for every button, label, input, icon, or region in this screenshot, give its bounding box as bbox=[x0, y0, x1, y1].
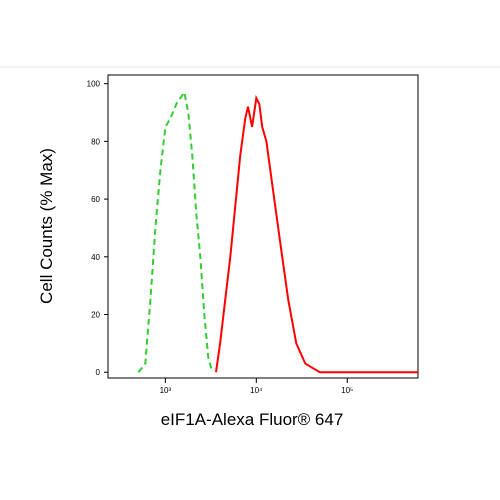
x-axis-title: eIF1A-Alexa Fluor® 647 bbox=[161, 410, 344, 429]
series-line bbox=[215, 94, 418, 374]
y-tick-label: 20 bbox=[91, 311, 100, 320]
x-tick-label: 10⁴ bbox=[250, 386, 263, 395]
plot-frame bbox=[107, 74, 419, 379]
y-axis-title: Cell Counts (% Max) bbox=[37, 148, 56, 304]
y-tick-label: 80 bbox=[91, 137, 100, 146]
series-line bbox=[137, 89, 214, 373]
x-tick-label: 10⁵ bbox=[341, 386, 353, 395]
y-tick-label: 40 bbox=[91, 253, 100, 262]
y-tick-label: 100 bbox=[87, 80, 101, 89]
x-tick-label: 10³ bbox=[160, 386, 172, 395]
y-tick-label: 60 bbox=[91, 195, 100, 204]
y-tick-label: 0 bbox=[96, 368, 101, 377]
